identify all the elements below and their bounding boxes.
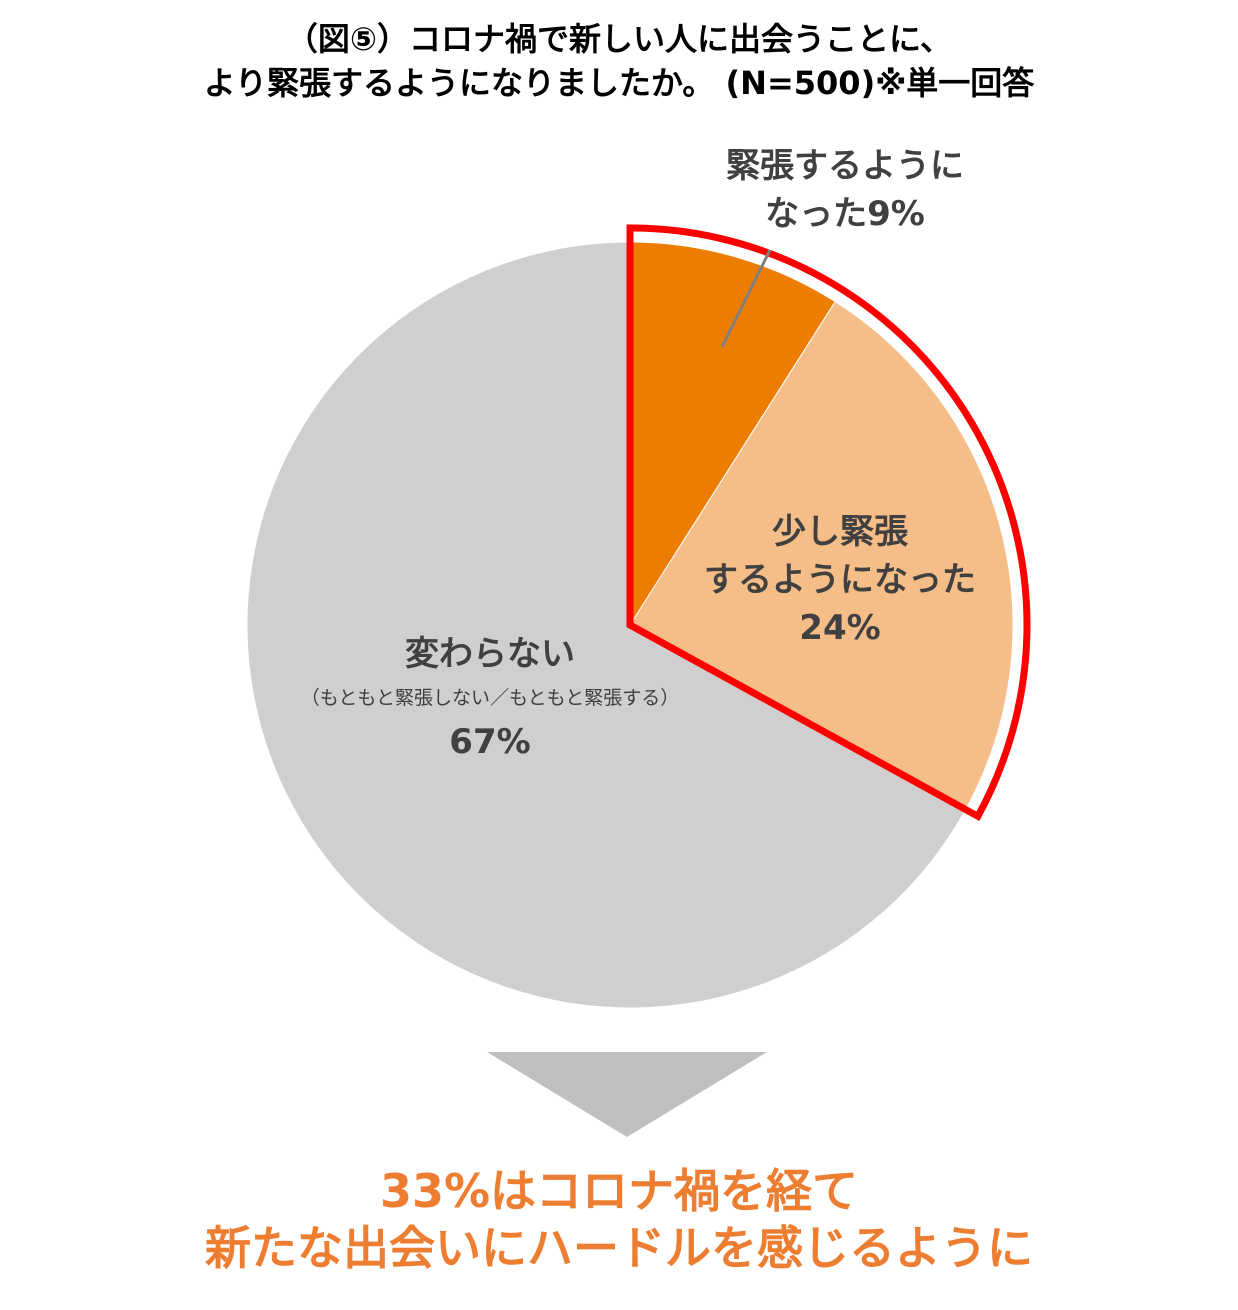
conclusion: 33%はコロナ禍を経て: [379, 1164, 859, 1218]
highlight-outline: [626, 224, 1031, 822]
conclusion: 新たな出会いにハードルを感じるように: [205, 1221, 1033, 1275]
arrow: [487, 1052, 767, 1137]
pie-slice: [629, 241, 836, 627]
category-label: 少し緊張 するようになった: [704, 512, 976, 600]
slice-label: 緊張するように なった9%: [726, 142, 964, 238]
pie-slice: [629, 300, 1014, 811]
value-label: 24%: [799, 608, 881, 648]
leader-line: [720, 249, 772, 348]
category-note: （もともと緊張しない／もともと緊張する）: [300, 687, 680, 709]
category-label: 変わらない: [404, 634, 575, 674]
category-label: 緊張するように なった: [726, 146, 964, 234]
value-label: 9%: [867, 194, 925, 234]
chart-title: （図⑤）コロナ禍で新しい人に出会うことに、: [285, 20, 953, 58]
pie-slice: [246, 241, 967, 1009]
slice-label: 変わらない （もともと緊張しない／もともと緊張する） 67%: [301, 630, 679, 766]
slice-label: 少し緊張 するようになった 24%: [704, 508, 976, 652]
chart-title: より緊張するようになりましたか。 (N=500)※単一回答: [203, 64, 1035, 102]
value-label: 67%: [449, 722, 531, 762]
